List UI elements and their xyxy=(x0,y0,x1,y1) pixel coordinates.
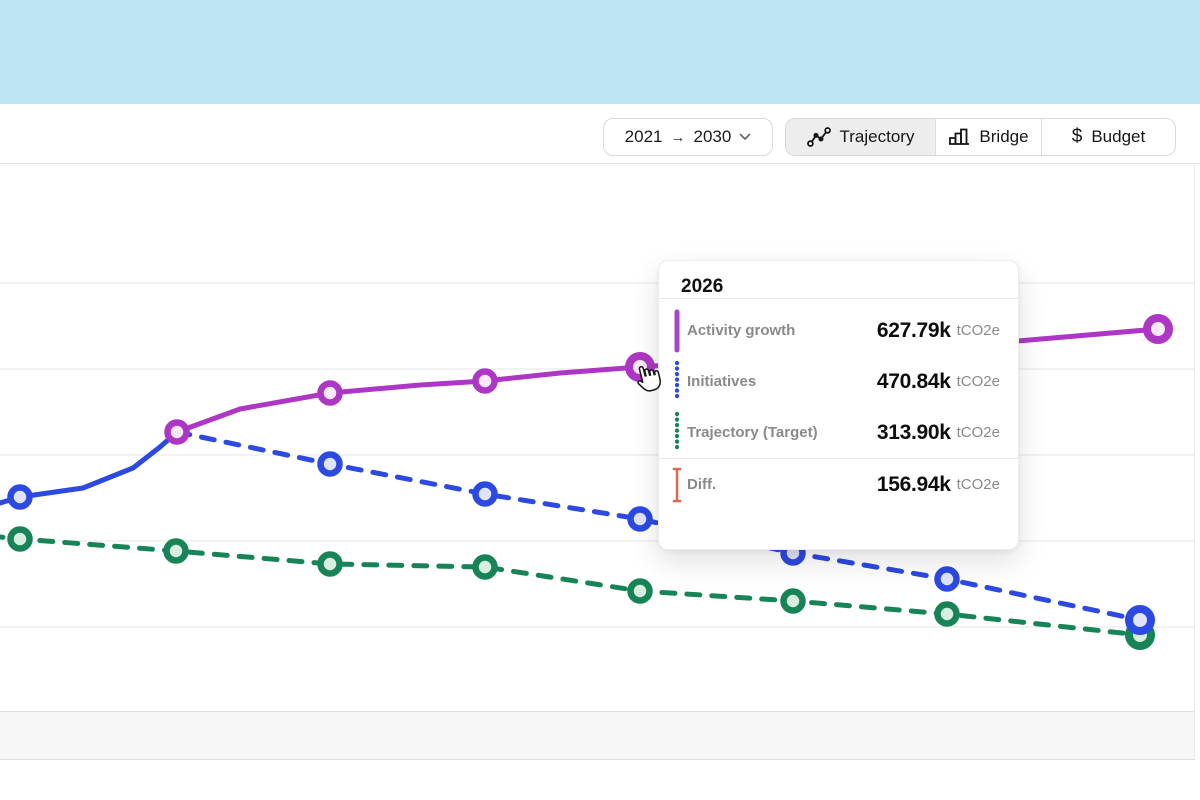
trajectory-icon xyxy=(806,127,831,147)
row-value: 313.90k xyxy=(876,420,951,444)
row-value: 470.84k xyxy=(876,369,951,393)
date-range-selector[interactable]: 2021 → 2030 xyxy=(603,118,773,156)
row-label: Diff. xyxy=(687,476,717,493)
tooltip-title: 2026 xyxy=(681,276,724,297)
page-edge-line xyxy=(1194,164,1195,760)
tab-bridge[interactable]: Bridge xyxy=(935,119,1041,155)
tooltip-divider xyxy=(659,458,1018,459)
series-swatch-dotted xyxy=(671,411,683,455)
row-unit: tCO2e xyxy=(956,476,1000,493)
top-band xyxy=(0,0,1200,104)
row-unit: tCO2e xyxy=(956,322,1000,339)
tooltip-diff-section: Diff. 156.94k tCO2e xyxy=(659,459,1018,510)
diff-ibeam-icon xyxy=(671,463,683,507)
chevron-down-icon xyxy=(739,133,751,140)
row-unit: tCO2e xyxy=(956,373,1000,390)
tooltip-rows: Activity growth 627.79k tCO2e Initiative… xyxy=(659,299,1018,458)
row-label: Activity growth xyxy=(687,322,796,339)
tab-label: Bridge xyxy=(979,127,1029,146)
tab-trajectory[interactable]: Trajectory xyxy=(786,119,935,155)
tab-budget[interactable]: $ Budget xyxy=(1041,119,1175,155)
footer-band xyxy=(0,711,1194,760)
toolbar: 2021 → 2030 xyxy=(0,104,1200,164)
range-to-label: 2030 xyxy=(693,127,732,146)
tooltip-divider xyxy=(659,298,1018,299)
series-swatch-solid xyxy=(671,309,683,353)
tooltip-row-diff: Diff. 156.94k tCO2e xyxy=(671,459,1000,510)
tab-label: Trajectory xyxy=(839,127,915,146)
row-value: 156.94k xyxy=(876,472,951,496)
row-unit: tCO2e xyxy=(956,424,1000,441)
series-swatch-dotted xyxy=(671,360,683,404)
row-value: 627.79k xyxy=(876,318,951,342)
tooltip-row-activity-growth: Activity growth 627.79k tCO2e xyxy=(671,305,1000,356)
row-label: Initiatives xyxy=(687,373,757,390)
pointer-cursor-icon xyxy=(637,365,662,392)
arrow-right-icon: → xyxy=(670,128,686,146)
view-tabs: Trajectory Bridge $ Budget xyxy=(785,118,1176,156)
range-from-label: 2021 xyxy=(624,127,663,146)
tooltip-row-initiatives: Initiatives 470.84k tCO2e xyxy=(671,356,1000,407)
row-label: Trajectory (Target) xyxy=(687,424,818,441)
tab-label: Budget xyxy=(1091,127,1146,146)
dollar-icon: $ xyxy=(1071,126,1083,147)
chart-tooltip: 2026 Activity growth 627.79k tCO2e xyxy=(658,260,1019,550)
bridge-icon xyxy=(949,128,970,145)
tooltip-row-trajectory-target: Trajectory (Target) 313.90k tCO2e xyxy=(671,407,1000,458)
